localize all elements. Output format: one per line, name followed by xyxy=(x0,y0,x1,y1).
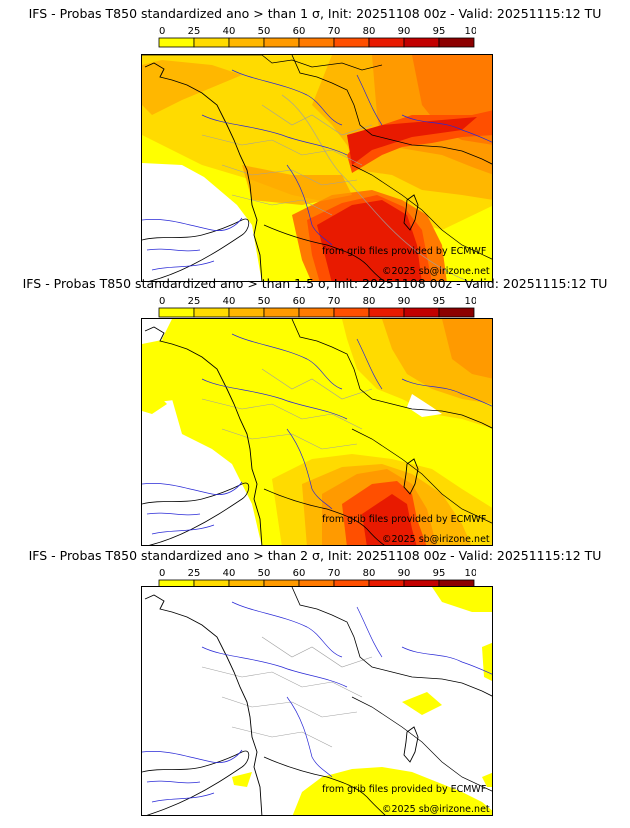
colorbar-tick-label: 25 xyxy=(188,296,201,307)
colorbar-tick-label: 80 xyxy=(363,296,376,307)
colorbar-tick-label: 25 xyxy=(188,568,201,579)
colorbar-tick-label: 100 xyxy=(464,296,476,307)
colorbar-bin xyxy=(228,37,265,48)
colorbar-tick-label: 10 xyxy=(158,296,165,307)
panel-3: IFS - Probas T850 standardized ano > tha… xyxy=(0,548,630,824)
colorbar: 10 25 40 50 60 70 80 90 95 100 xyxy=(158,26,476,48)
colorbar-tick-label: 70 xyxy=(328,26,341,37)
panel-2: IFS - Probas T850 standardized ano > tha… xyxy=(0,276,630,552)
colorbar-bin xyxy=(333,307,370,318)
colorbar-bin xyxy=(368,37,405,48)
colorbar-tick-label: 95 xyxy=(433,296,446,307)
colorbar-tick-label: 95 xyxy=(433,568,446,579)
colorbar-bin xyxy=(263,37,300,48)
colorbar-bin xyxy=(438,307,475,318)
colorbar-bin xyxy=(158,307,195,318)
colorbar-tick-label: 80 xyxy=(363,568,376,579)
colorbar-bin xyxy=(228,307,265,318)
colorbar-tick-label: 80 xyxy=(363,26,376,37)
colorbar-bin xyxy=(368,307,405,318)
credit-copyright: ©2025 sb@irizone.net xyxy=(382,534,490,545)
colorbar-tick-label: 25 xyxy=(188,26,201,37)
colorbar-bin xyxy=(333,37,370,48)
credit-copyright: ©2025 sb@irizone.net xyxy=(382,804,490,815)
colorbar-tick-label: 50 xyxy=(258,296,271,307)
colorbar-tick-label: 40 xyxy=(223,568,236,579)
credit-copyright: ©2025 sb@irizone.net xyxy=(382,266,490,277)
colorbar-tick-label: 10 xyxy=(158,26,165,37)
credit-source: from grib files provided by ECMWF xyxy=(322,784,487,795)
panel-title: IFS - Probas T850 standardized ano > tha… xyxy=(22,276,608,291)
colorbar-tick-label: 50 xyxy=(258,568,271,579)
colorbar: 10 25 40 50 60 70 80 90 95 100 xyxy=(158,568,476,590)
colorbar: 10 25 40 50 60 70 80 90 95 100 xyxy=(158,296,476,318)
colorbar-tick-label: 70 xyxy=(328,568,341,579)
colorbar-tick-label: 60 xyxy=(293,568,306,579)
colorbar-bin xyxy=(263,307,300,318)
colorbar-bin xyxy=(403,307,440,318)
map-area xyxy=(141,586,493,816)
colorbar-tick-label: 50 xyxy=(258,26,271,37)
colorbar-bin xyxy=(193,307,230,318)
colorbar-tick-label: 100 xyxy=(464,568,476,579)
colorbar-tick-label: 95 xyxy=(433,26,446,37)
credit-source: from grib files provided by ECMWF xyxy=(322,246,487,257)
colorbar-tick-label: 60 xyxy=(293,296,306,307)
colorbar-tick-label: 90 xyxy=(398,26,411,37)
panel-title: IFS - Probas T850 standardized ano > tha… xyxy=(28,548,602,563)
colorbar-tick-label: 70 xyxy=(328,296,341,307)
colorbar-bin xyxy=(298,37,335,48)
colorbar-bin xyxy=(403,37,440,48)
colorbar-tick-label: 10 xyxy=(158,568,165,579)
colorbar-bin xyxy=(158,37,195,48)
map-area xyxy=(141,318,493,546)
colorbar-tick-label: 100 xyxy=(464,26,476,37)
panel-title: IFS - Probas T850 standardized ano > tha… xyxy=(28,6,602,21)
colorbar-bin xyxy=(193,37,230,48)
colorbar-tick-label: 90 xyxy=(398,296,411,307)
colorbar-bin xyxy=(298,307,335,318)
colorbar-tick-label: 90 xyxy=(398,568,411,579)
map-area xyxy=(141,54,493,282)
colorbar-tick-label: 60 xyxy=(293,26,306,37)
colorbar-tick-label: 40 xyxy=(223,26,236,37)
credit-source: from grib files provided by ECMWF xyxy=(322,514,487,525)
colorbar-tick-label: 40 xyxy=(223,296,236,307)
panel-1: IFS - Probas T850 standardized ano > tha… xyxy=(0,6,630,282)
colorbar-bin xyxy=(438,37,475,48)
